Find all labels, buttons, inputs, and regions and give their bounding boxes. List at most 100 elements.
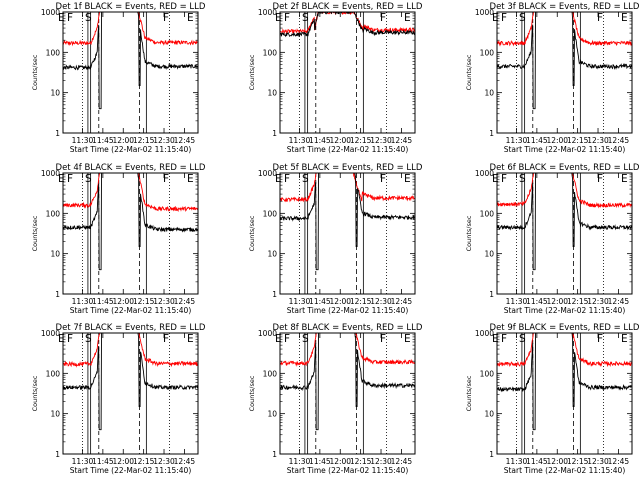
red-lld-series	[497, 333, 632, 368]
event-marker-label: S	[85, 333, 92, 345]
x-tick-label: 11:45	[526, 457, 548, 466]
event-marker-label: F	[597, 12, 603, 24]
x-axis-label: Start Time (22-Mar-02 11:15:40)	[504, 306, 626, 315]
chart-title: Det 1f BLACK = Events, RED = LLD	[56, 2, 206, 12]
event-marker-label: F	[67, 173, 73, 185]
y-tick-label: 10	[267, 89, 277, 98]
event-marker-label: S	[302, 333, 309, 345]
x-tick-label: 11:30	[72, 457, 94, 466]
x-tick-label: 11:45	[526, 136, 548, 145]
x-tick-label: 11:30	[506, 136, 528, 145]
y-tick-label: 1000	[475, 169, 494, 178]
x-tick-label: 11:30	[72, 136, 94, 145]
plot-area	[280, 12, 415, 133]
event-marker-label: E	[187, 12, 194, 24]
y-tick-label: 1000	[258, 169, 277, 178]
x-tick-label: 12:45	[391, 297, 413, 306]
event-marker-label: F	[501, 333, 507, 345]
event-marker-label: F	[163, 333, 169, 345]
y-tick-label: 100	[46, 48, 61, 57]
y-tick-label: 1000	[41, 8, 60, 17]
x-tick-label: 11:30	[506, 457, 528, 466]
chart-panel-4: Det 4f BLACK = Events, RED = LLD 1 10 100 10…	[31, 163, 206, 315]
event-marker-label: E	[275, 173, 282, 185]
x-tick-label: 11:45	[526, 297, 548, 306]
x-tick-label: 12:45	[174, 297, 196, 306]
event-marker-label: F	[380, 173, 386, 185]
event-marker-label: F	[501, 173, 507, 185]
chart-panel-5: Det 5f BLACK = Events, RED = LLD 1 10 100 10…	[248, 163, 423, 315]
event-marker-label: F	[284, 333, 290, 345]
y-axis-label: Counts/sec	[31, 375, 39, 411]
event-marker-label: E	[58, 173, 65, 185]
plot-frame	[496, 172, 633, 295]
plot-frame	[279, 11, 416, 134]
chart-title: Det 6f BLACK = Events, RED = LLD	[490, 163, 640, 173]
event-marker-label: F	[67, 333, 73, 345]
plot-frame	[496, 11, 633, 134]
x-axis-label: Start Time (22-Mar-02 11:15:40)	[70, 306, 192, 315]
event-marker-label: E	[187, 333, 194, 345]
x-tick-label: 12:15	[133, 457, 155, 466]
event-marker-label: E	[404, 333, 411, 345]
chart-title: Det 2f BLACK = Events, RED = LLD	[273, 2, 423, 12]
black-events-series	[280, 12, 415, 38]
x-axis-label: Start Time (22-Mar-02 11:15:40)	[70, 466, 192, 475]
x-tick-label: 12:30	[370, 297, 392, 306]
plot-area	[497, 333, 632, 454]
x-tick-label: 12:30	[370, 457, 392, 466]
x-tick-label: 11:30	[289, 457, 311, 466]
chart-title: Det 3f BLACK = Events, RED = LLD	[490, 2, 640, 12]
y-tick-label: 100	[46, 369, 61, 378]
y-axis-label: Counts/sec	[465, 215, 473, 251]
x-tick-label: 12:15	[350, 297, 372, 306]
red-lld-series	[63, 12, 198, 47]
event-marker-label: E	[275, 333, 282, 345]
x-tick-label: 12:00	[329, 136, 351, 145]
x-tick-label: 12:45	[608, 297, 630, 306]
black-events-series	[63, 333, 198, 431]
chart-panel-1: Det 1f BLACK = Events, RED = LLD 1 10 100 10…	[31, 2, 206, 154]
event-marker-label: F	[501, 12, 507, 24]
red-lld-series	[63, 173, 198, 213]
y-tick-label: 100	[480, 369, 495, 378]
y-tick-label: 100	[46, 209, 61, 218]
x-tick-label: 12:00	[329, 457, 351, 466]
event-marker-label: E	[404, 12, 411, 24]
y-tick-label: 1	[55, 129, 60, 138]
x-tick-label: 11:45	[309, 457, 331, 466]
y-tick-label: 1	[489, 290, 494, 299]
event-marker-label: E	[187, 173, 194, 185]
black-events-series	[63, 173, 198, 271]
red-lld-series	[280, 333, 415, 367]
chart-title: Det 5f BLACK = Events, RED = LLD	[273, 163, 423, 173]
plot-area	[280, 173, 415, 294]
x-axis-label: Start Time (22-Mar-02 11:15:40)	[287, 466, 409, 475]
event-marker-label: S	[302, 173, 309, 185]
x-tick-label: 12:45	[608, 136, 630, 145]
event-marker-label: E	[621, 12, 628, 24]
x-tick-label: 11:45	[309, 297, 331, 306]
event-marker-label: E	[58, 333, 65, 345]
x-tick-label: 12:30	[587, 297, 609, 306]
y-tick-label: 10	[484, 410, 494, 419]
x-axis-label: Start Time (22-Mar-02 11:15:40)	[287, 145, 409, 154]
x-tick-label: 11:30	[289, 297, 311, 306]
event-marker-label: F	[67, 12, 73, 24]
y-tick-label: 1000	[41, 329, 60, 338]
y-tick-label: 10	[484, 89, 494, 98]
red-lld-series	[280, 173, 415, 203]
y-tick-label: 1000	[258, 8, 277, 17]
y-tick-label: 1	[55, 290, 60, 299]
y-tick-label: 10	[267, 250, 277, 259]
event-marker-label: F	[284, 12, 290, 24]
x-tick-label: 12:00	[546, 136, 568, 145]
black-events-series	[280, 173, 415, 271]
x-tick-label: 12:00	[112, 457, 134, 466]
chart-panel-6: Det 6f BLACK = Events, RED = LLD 1 10 100 10…	[465, 163, 640, 315]
plot-frame	[62, 172, 199, 295]
y-tick-label: 100	[480, 48, 495, 57]
x-tick-label: 12:30	[587, 457, 609, 466]
y-tick-label: 10	[484, 250, 494, 259]
